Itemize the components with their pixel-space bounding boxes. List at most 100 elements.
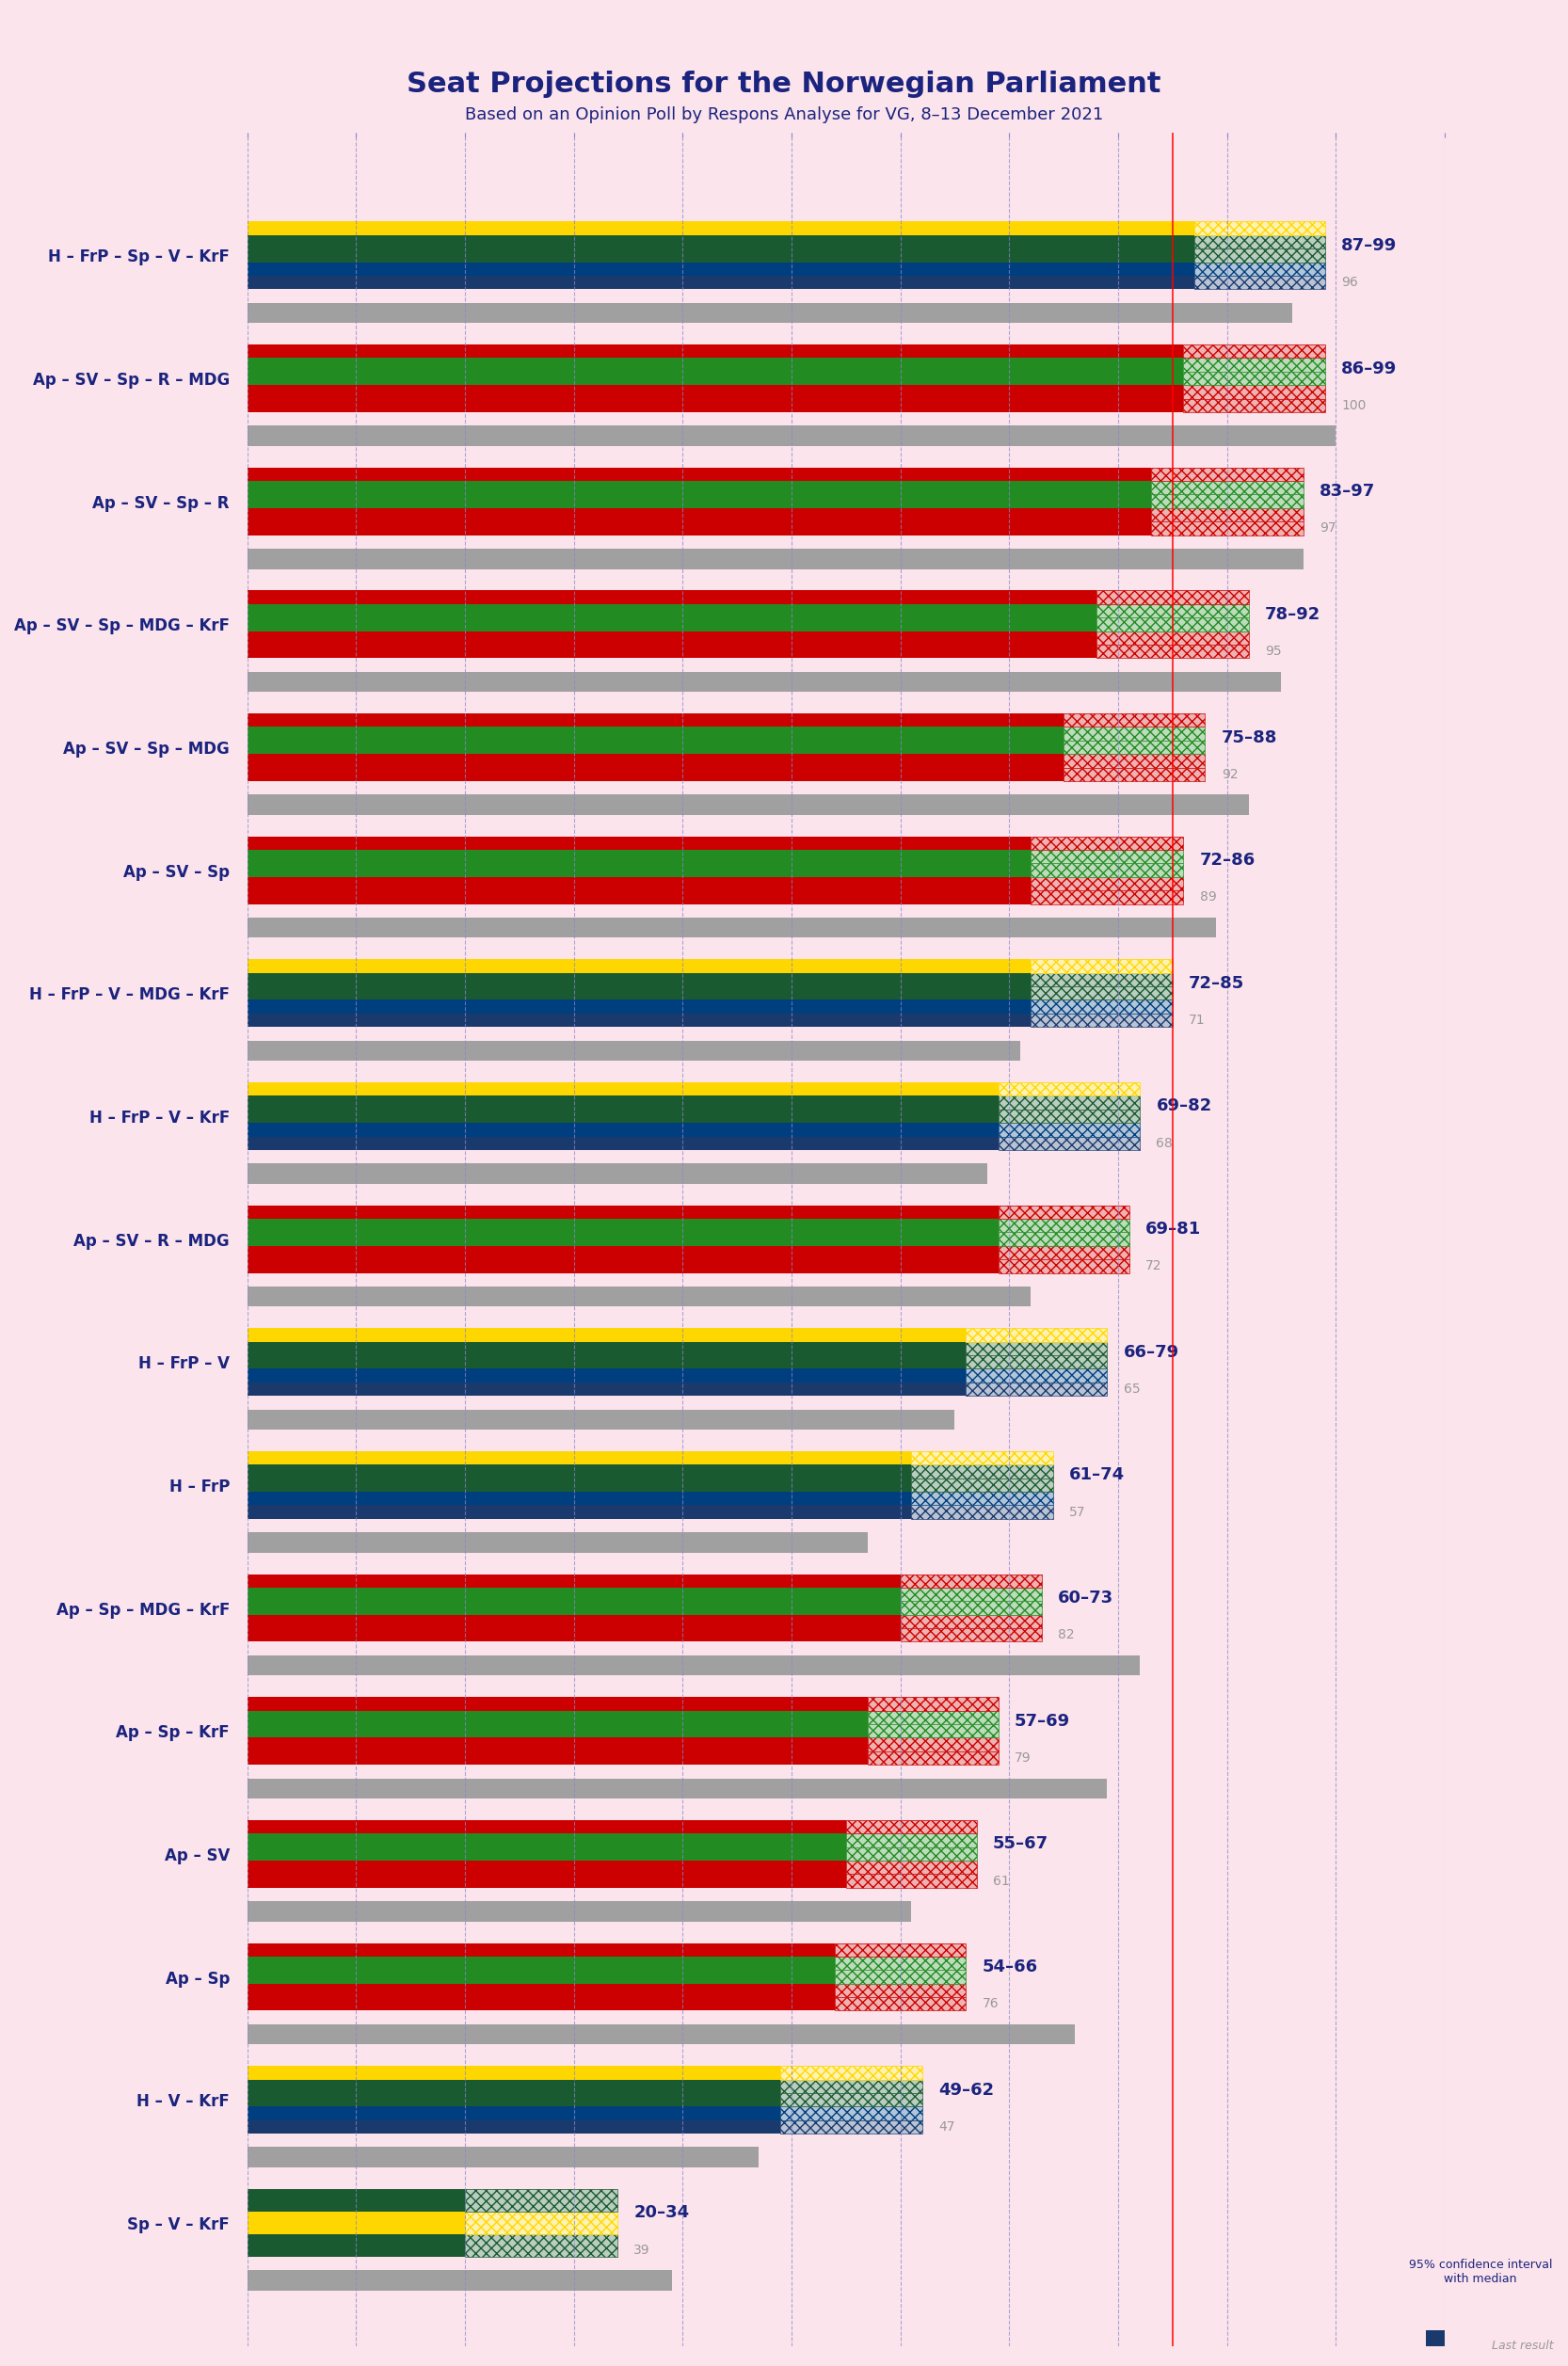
Bar xyxy=(900,1573,1041,1588)
Bar xyxy=(248,2120,781,2134)
Bar xyxy=(248,1479,911,1493)
Bar xyxy=(248,386,1184,397)
Bar xyxy=(867,1725,999,1737)
Text: 83–97: 83–97 xyxy=(1319,483,1375,499)
Bar xyxy=(466,2234,618,2257)
Bar xyxy=(1184,371,1325,386)
Bar xyxy=(867,1737,999,1751)
Bar xyxy=(1063,741,1206,755)
Bar xyxy=(900,1588,1041,1602)
Bar xyxy=(248,1204,999,1218)
Bar xyxy=(847,1819,977,1834)
Bar xyxy=(248,1382,966,1396)
Text: Based on an Opinion Poll by Respons Analyse for VG, 8–13 December 2021: Based on an Opinion Poll by Respons Anal… xyxy=(464,106,1104,123)
Bar xyxy=(248,468,1151,480)
Bar xyxy=(999,1204,1129,1218)
Text: 54–66: 54–66 xyxy=(982,1959,1038,1976)
Text: 57–69: 57–69 xyxy=(1014,1713,1071,1730)
Bar xyxy=(1096,592,1248,603)
Text: 47: 47 xyxy=(939,2120,955,2134)
Bar xyxy=(1151,468,1303,480)
Bar xyxy=(248,1095,999,1110)
Bar xyxy=(999,1081,1140,1095)
Bar xyxy=(1427,2331,1535,2364)
Bar xyxy=(466,2189,618,2212)
Bar xyxy=(900,1602,1041,1614)
Bar xyxy=(911,1450,1052,1465)
Bar xyxy=(1195,222,1325,234)
Bar xyxy=(836,1957,966,1971)
Bar xyxy=(248,592,1096,603)
Bar xyxy=(999,1110,1140,1124)
Bar xyxy=(248,741,1063,755)
Bar xyxy=(900,1573,1041,1588)
Text: 78–92: 78–92 xyxy=(1265,606,1320,622)
Bar xyxy=(248,767,1063,781)
Bar xyxy=(1032,849,1184,864)
Bar xyxy=(248,426,1336,445)
Bar xyxy=(836,1983,966,1997)
Bar xyxy=(911,1479,1052,1493)
Bar xyxy=(248,838,1032,849)
Bar xyxy=(847,1860,977,1874)
Bar xyxy=(966,1342,1107,1356)
Bar xyxy=(248,1327,966,1342)
Bar xyxy=(836,1997,966,2011)
Bar xyxy=(1032,958,1173,972)
Bar xyxy=(966,1370,1107,1382)
Bar xyxy=(867,1696,999,1711)
Bar xyxy=(1195,248,1325,263)
Bar xyxy=(248,878,1032,890)
Bar xyxy=(248,2148,759,2167)
Bar xyxy=(248,972,1032,987)
Bar xyxy=(1195,234,1325,248)
Bar xyxy=(999,1218,1129,1233)
Bar xyxy=(248,480,1151,494)
Bar xyxy=(966,1356,1107,1370)
Bar xyxy=(1096,632,1248,644)
Bar xyxy=(1063,726,1206,741)
Bar xyxy=(248,1737,867,1751)
Bar xyxy=(248,1602,900,1614)
Bar xyxy=(1184,397,1325,412)
Bar xyxy=(911,1465,1052,1479)
Bar xyxy=(248,549,1303,568)
Text: 75–88: 75–88 xyxy=(1221,729,1278,745)
Bar xyxy=(999,1095,1140,1110)
Bar xyxy=(1096,644,1248,658)
Bar xyxy=(248,1356,966,1370)
Bar xyxy=(1063,715,1206,726)
Bar xyxy=(248,1711,867,1725)
Bar xyxy=(900,1588,1041,1602)
Bar xyxy=(999,1110,1140,1124)
Bar xyxy=(1195,263,1325,277)
Bar xyxy=(911,1465,1052,1479)
Bar xyxy=(248,1696,867,1711)
Bar xyxy=(248,1902,911,1921)
Bar xyxy=(248,1233,999,1247)
Bar xyxy=(999,1124,1140,1136)
Bar xyxy=(911,1493,1052,1505)
Bar xyxy=(781,2080,922,2094)
Bar xyxy=(248,1573,900,1588)
Bar xyxy=(248,726,1063,741)
Bar xyxy=(248,521,1151,535)
Bar xyxy=(1032,1001,1173,1013)
Text: 72: 72 xyxy=(1145,1259,1162,1273)
Text: 72–86: 72–86 xyxy=(1200,852,1256,868)
Bar xyxy=(248,795,1248,814)
Bar xyxy=(1151,480,1303,494)
Bar xyxy=(1096,603,1248,618)
Bar xyxy=(248,1505,911,1519)
Bar xyxy=(248,715,1063,726)
Bar xyxy=(781,2066,922,2080)
Bar xyxy=(248,1533,867,1552)
Text: 39: 39 xyxy=(633,2243,651,2257)
Bar xyxy=(836,1971,966,1983)
Bar xyxy=(999,1136,1140,1150)
Bar xyxy=(1063,767,1206,781)
Bar xyxy=(1151,494,1303,509)
Bar xyxy=(1096,603,1248,618)
Bar xyxy=(999,1218,1129,1233)
Text: 86–99: 86–99 xyxy=(1341,360,1397,376)
